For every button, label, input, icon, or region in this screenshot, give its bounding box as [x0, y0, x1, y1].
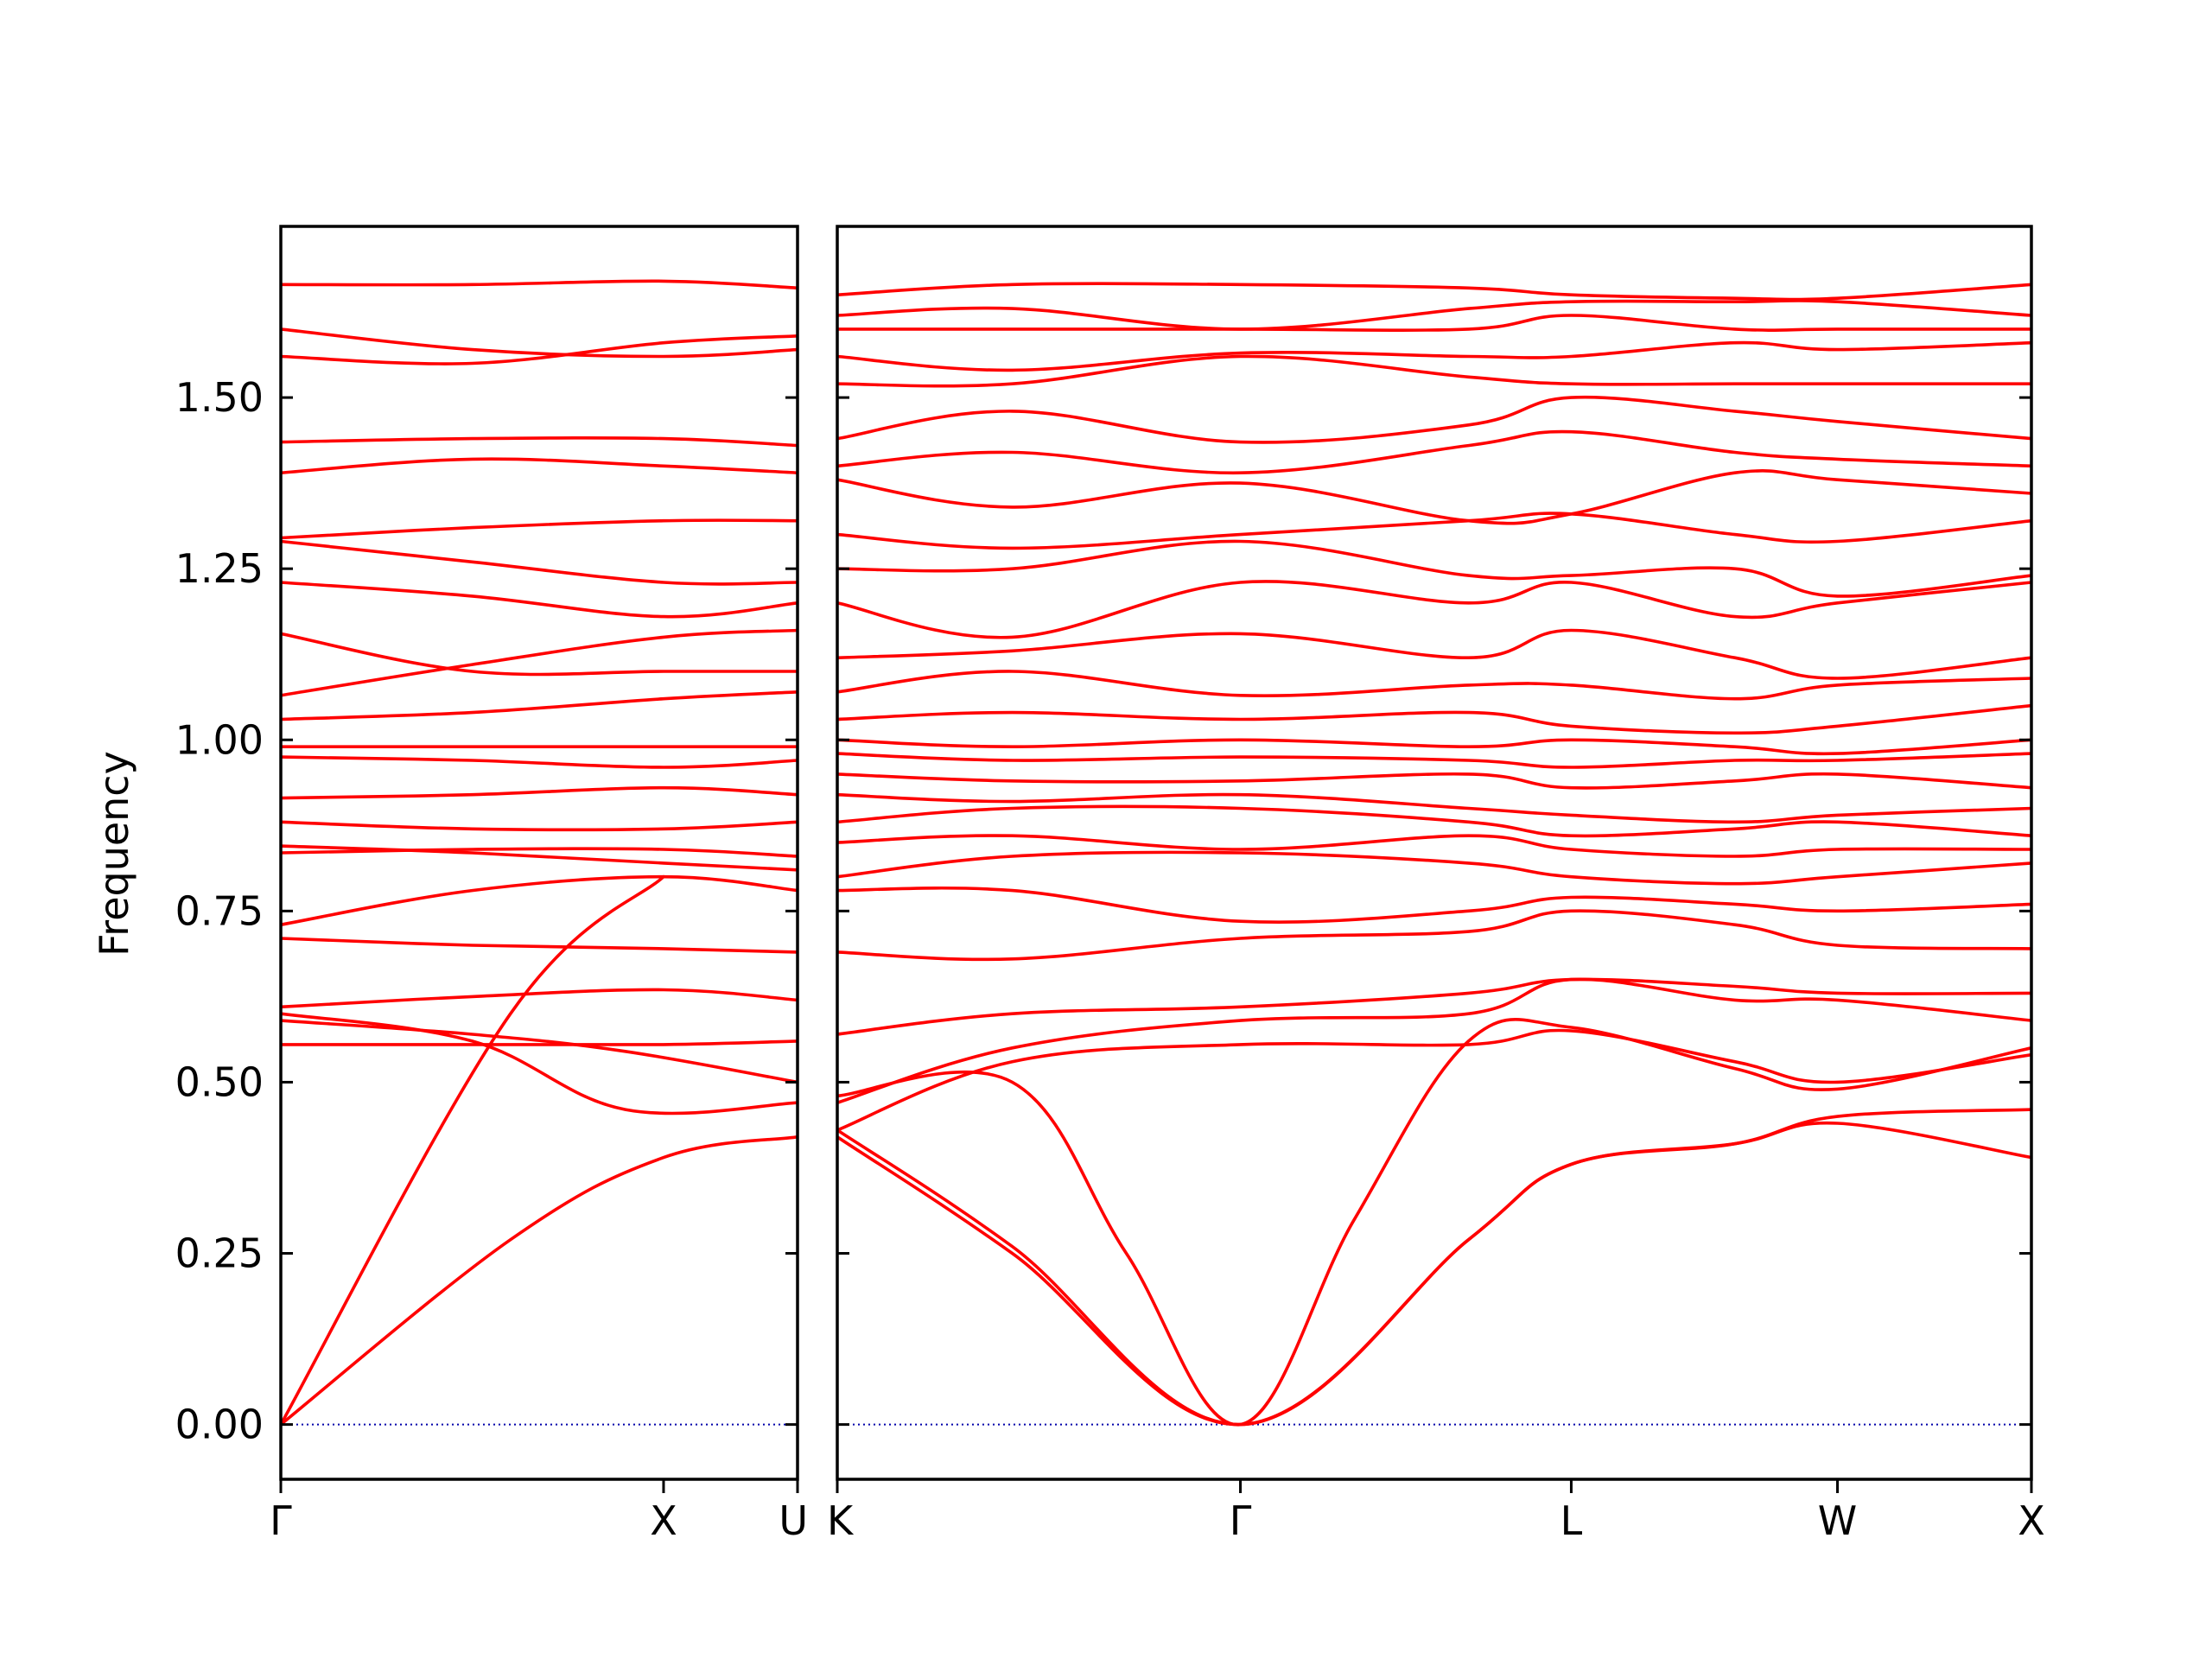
band-line-right-6: [837, 909, 2031, 962]
band-line-right-11: [837, 792, 2031, 824]
band-line-left-7: [281, 874, 798, 926]
x-tick-label: Γ: [270, 1497, 292, 1544]
right-panel-frame: [836, 225, 2033, 1481]
band-line-left-24: [281, 279, 798, 290]
band-line-right-17: [837, 628, 2031, 680]
y-tick-label: 0.00: [175, 1402, 264, 1448]
band-line-left-16: [281, 632, 798, 677]
band-line-right-26: [837, 314, 2031, 332]
band-line-left-22: [281, 334, 798, 365]
x-tick-label: L: [1560, 1497, 1583, 1544]
band-line-left-2: [281, 1039, 798, 1047]
left-panel-frame: [279, 225, 799, 1481]
band-line-right-14: [837, 738, 2031, 756]
band-line-right-13: [837, 752, 2031, 769]
x-tick-label: W: [1818, 1497, 1857, 1544]
band-line-left-19: [281, 518, 798, 540]
band-line-left-18: [281, 539, 798, 586]
band-line-right-21: [837, 469, 2031, 525]
band-line-left-5: [281, 988, 798, 1009]
band-line-left-9: [281, 844, 798, 872]
band-line-right-8: [837, 850, 2031, 886]
y-tick-label: 0.75: [175, 887, 264, 934]
band-line-left-1: [281, 874, 665, 1427]
right-bands: [837, 282, 2031, 1427]
band-line-right-1: [837, 1108, 2031, 1427]
band-line-left-6: [281, 937, 798, 954]
band-line-left-17: [281, 581, 798, 619]
y-tick-label: 0.25: [175, 1230, 264, 1277]
band-line-right-12: [837, 772, 2031, 790]
x-tick-label: K: [827, 1497, 855, 1544]
left-panel: 0.00 0.25 0.50 0.75 1.00 1.25 1.50 Γ X U: [175, 225, 808, 1544]
band-line-left-23: [281, 327, 798, 359]
y-tick-label: 1.25: [175, 545, 264, 592]
band-line-right-2: [837, 1018, 2031, 1427]
band-line-left-14: [281, 690, 798, 721]
y-tick-label: 1.50: [175, 374, 264, 421]
band-line-right-10: [837, 804, 2031, 838]
x-tick-label: X: [650, 1497, 677, 1544]
band-line-right-25: [837, 340, 2031, 372]
band-line-left-21: [281, 435, 798, 448]
band-line-left-11: [281, 785, 798, 800]
band-line-right-9: [837, 834, 2031, 858]
band-line-left-12: [281, 755, 798, 769]
band-line-left-15: [281, 628, 798, 697]
band-line-left-8: [281, 847, 798, 858]
band-line-right-28: [837, 282, 2031, 302]
band-line-right-24: [837, 354, 2031, 388]
band-line-right-5: [837, 977, 2031, 1036]
band-line-right-16: [837, 670, 2031, 701]
band-line-right-4: [837, 977, 2031, 1104]
band-line-right-27: [837, 299, 2031, 331]
x-tick-label: U: [779, 1497, 808, 1544]
band-line-right-15: [837, 703, 2031, 735]
x-tick-label: X: [2018, 1497, 2045, 1544]
band-line-left-20: [281, 457, 798, 474]
band-line-right-3: [837, 1028, 2031, 1132]
y-axis-title: Frequency: [91, 751, 137, 957]
band-line-right-20: [837, 512, 2031, 550]
y-tick-label: 0.50: [175, 1058, 264, 1105]
band-line-right-18: [837, 580, 2031, 639]
band-line-right-19: [837, 539, 2031, 598]
band-line-right-7: [837, 886, 2031, 924]
band-line-right-23: [837, 395, 2031, 444]
x-tick-label: Γ: [1230, 1497, 1252, 1544]
band-line-left-10: [281, 820, 798, 832]
y-tick-label: 1.00: [175, 716, 264, 763]
band-line-left-3: [281, 1019, 798, 1084]
band-line-left-0: [281, 1135, 798, 1427]
band-line-left-4: [281, 1012, 798, 1116]
left-bands: [281, 279, 798, 1427]
band-line-right-22: [837, 429, 2031, 475]
